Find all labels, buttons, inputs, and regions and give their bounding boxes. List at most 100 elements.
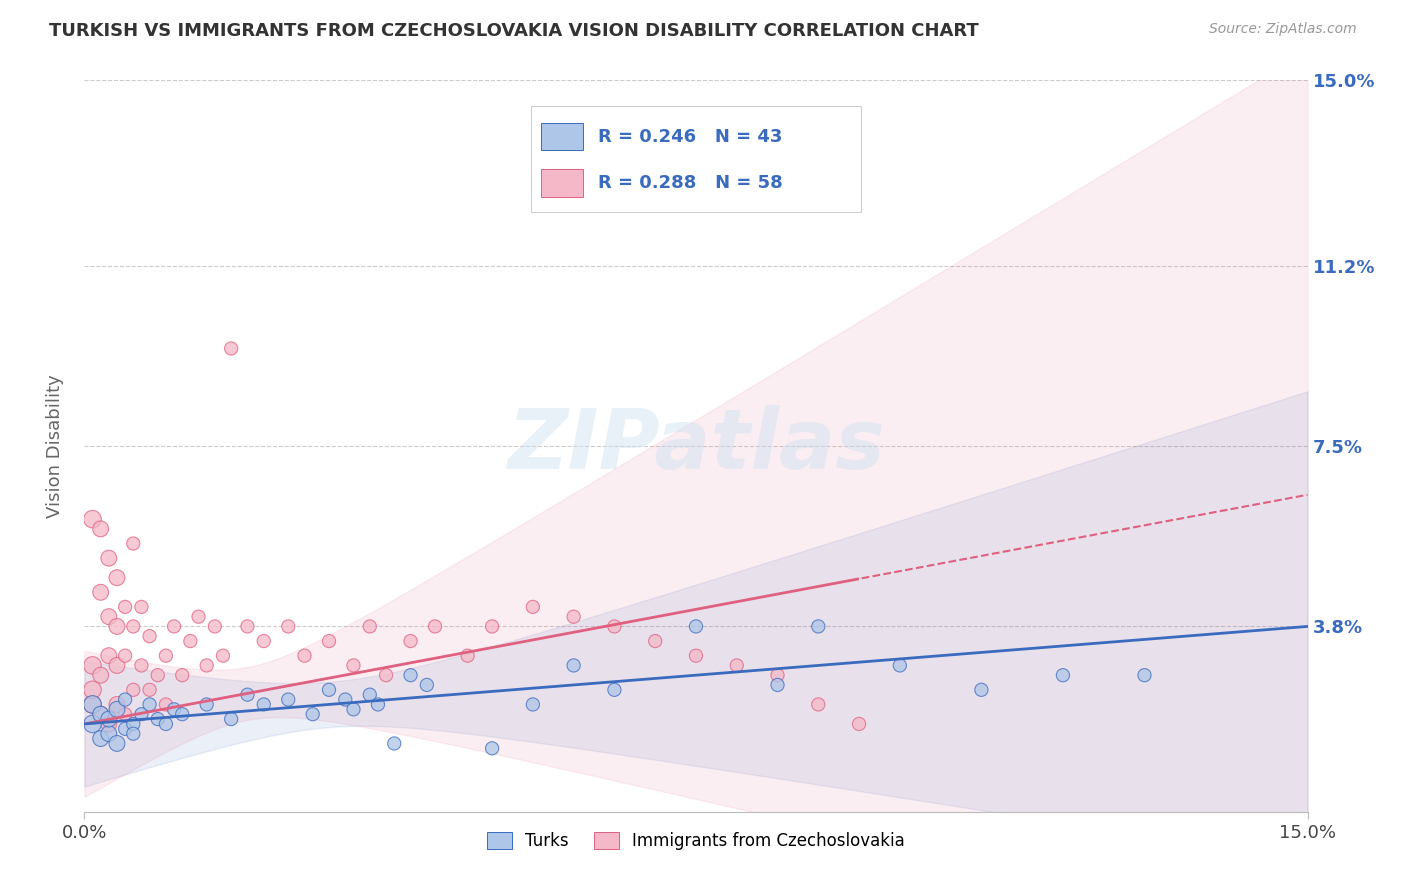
- Point: [90, 522, 112, 536]
- Point: [253, 698, 276, 712]
- Point: [105, 702, 128, 716]
- Point: [138, 698, 160, 712]
- Point: [277, 619, 299, 633]
- Point: [105, 658, 128, 673]
- Point: [146, 712, 169, 726]
- Point: [172, 707, 194, 722]
- Point: [318, 682, 340, 697]
- Point: [122, 727, 145, 741]
- Point: [301, 707, 323, 722]
- Point: [90, 668, 112, 682]
- Point: [195, 698, 218, 712]
- Point: [236, 688, 259, 702]
- Bar: [541, 169, 583, 196]
- Point: [114, 722, 136, 736]
- Point: [105, 698, 128, 712]
- Point: [1052, 668, 1074, 682]
- Point: [522, 599, 544, 614]
- Point: [318, 634, 340, 648]
- Point: [122, 717, 145, 731]
- Text: ZIPatlas: ZIPatlas: [508, 406, 884, 486]
- Point: [399, 634, 422, 648]
- Point: [342, 702, 364, 716]
- Point: [204, 619, 226, 633]
- Point: [105, 619, 128, 633]
- Point: [138, 682, 160, 697]
- Legend: Turks, Immigrants from Czechoslovakia: Turks, Immigrants from Czechoslovakia: [478, 823, 914, 858]
- Point: [97, 727, 120, 741]
- Point: [114, 692, 136, 706]
- Point: [146, 668, 169, 682]
- Point: [562, 609, 585, 624]
- Point: [807, 619, 830, 633]
- Text: R = 0.246   N = 43: R = 0.246 N = 43: [598, 128, 783, 145]
- Point: [97, 609, 120, 624]
- Point: [848, 717, 870, 731]
- Point: [195, 658, 218, 673]
- Point: [685, 648, 707, 663]
- Point: [766, 668, 789, 682]
- Point: [382, 736, 405, 750]
- Point: [375, 668, 398, 682]
- Point: [163, 619, 186, 633]
- Point: [187, 609, 209, 624]
- Point: [90, 585, 112, 599]
- Point: [155, 717, 177, 731]
- Point: [97, 648, 120, 663]
- Point: [335, 692, 357, 706]
- Point: [82, 512, 104, 526]
- Text: Source: ZipAtlas.com: Source: ZipAtlas.com: [1209, 22, 1357, 37]
- Point: [97, 551, 120, 566]
- Point: [277, 692, 299, 706]
- Point: [253, 634, 276, 648]
- Point: [889, 658, 911, 673]
- Point: [1133, 668, 1156, 682]
- Point: [807, 698, 830, 712]
- Point: [212, 648, 235, 663]
- Point: [359, 688, 381, 702]
- Point: [603, 619, 626, 633]
- Point: [131, 658, 153, 673]
- Point: [423, 619, 446, 633]
- Text: R = 0.288   N = 58: R = 0.288 N = 58: [598, 174, 783, 192]
- Point: [219, 712, 242, 726]
- Point: [342, 658, 364, 673]
- Point: [416, 678, 439, 692]
- Point: [97, 717, 120, 731]
- Point: [685, 619, 707, 633]
- Point: [155, 648, 177, 663]
- Point: [481, 619, 503, 633]
- Point: [82, 658, 104, 673]
- Point: [105, 571, 128, 585]
- Point: [163, 702, 186, 716]
- Y-axis label: Vision Disability: Vision Disability: [45, 374, 63, 518]
- Point: [82, 682, 104, 697]
- Point: [644, 634, 666, 648]
- Point: [138, 629, 160, 643]
- Point: [114, 707, 136, 722]
- Point: [82, 698, 104, 712]
- Point: [131, 707, 153, 722]
- Point: [457, 648, 479, 663]
- Point: [294, 648, 316, 663]
- Point: [82, 717, 104, 731]
- Point: [131, 599, 153, 614]
- Point: [359, 619, 381, 633]
- Point: [122, 682, 145, 697]
- Point: [90, 707, 112, 722]
- Point: [725, 658, 748, 673]
- Point: [603, 682, 626, 697]
- Point: [766, 678, 789, 692]
- Point: [82, 698, 104, 712]
- Bar: [541, 123, 583, 151]
- Point: [90, 731, 112, 746]
- Point: [367, 698, 389, 712]
- Point: [399, 668, 422, 682]
- Point: [122, 536, 145, 550]
- Point: [105, 736, 128, 750]
- Point: [114, 599, 136, 614]
- Point: [179, 634, 201, 648]
- Point: [114, 648, 136, 663]
- FancyBboxPatch shape: [531, 106, 860, 212]
- Point: [219, 342, 242, 356]
